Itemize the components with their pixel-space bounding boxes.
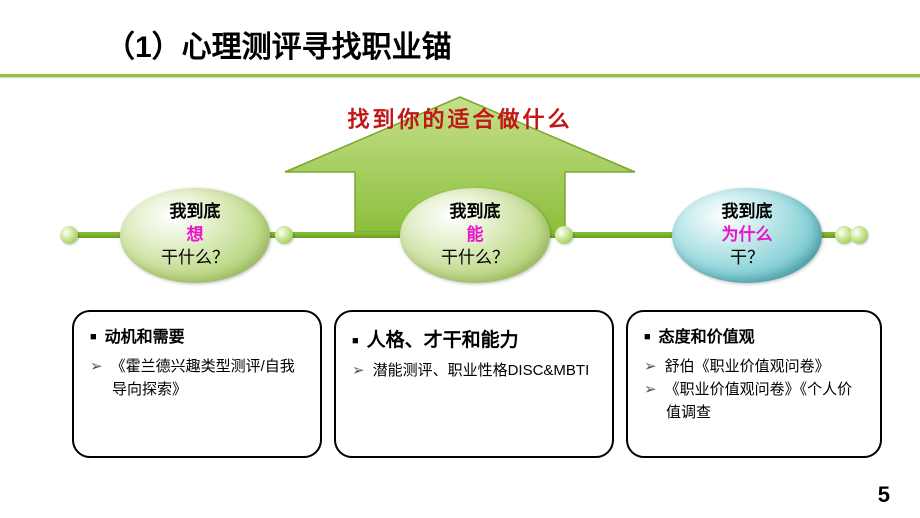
connector-point-2 <box>555 226 573 244</box>
question-node-2: 我到底为什么干？ <box>672 188 822 283</box>
node-line1: 我到底 <box>722 201 773 224</box>
connector-point-1 <box>275 226 293 244</box>
node-line1: 我到底 <box>170 201 221 224</box>
question-node-1: 我到底能干什么？ <box>400 188 550 283</box>
box-heading: 态度和价值观 <box>644 326 864 351</box>
box-item-0: 舒伯《职业价值观问卷》 <box>644 355 864 378</box>
box-heading: 动机和需要 <box>90 326 304 351</box>
page-number: 5 <box>878 482 890 508</box>
box-heading: 人格、才干和能力 <box>352 326 596 355</box>
node-line2: 想 <box>187 224 204 247</box>
question-node-0: 我到底想干什么？ <box>120 188 270 283</box>
title-underline-shadow <box>0 77 920 78</box>
node-line2: 为什么 <box>722 224 773 247</box>
node-line3: 干？ <box>730 247 764 270</box>
box-item-1: 《职业价值观问卷》《个人价值调查 <box>644 378 864 425</box>
node-line2: 能 <box>467 224 484 247</box>
box-item-0: 《霍兰德兴趣类型测评/自我导向探索》 <box>90 355 304 402</box>
info-box-0: 动机和需要《霍兰德兴趣类型测评/自我导向探索》 <box>72 310 322 458</box>
info-box-1: 人格、才干和能力潜能测评、职业性格DISC&MBTI <box>334 310 614 458</box>
connector-point-0 <box>60 226 78 244</box>
node-line3: 干什么？ <box>161 247 229 270</box>
info-box-2: 态度和价值观舒伯《职业价值观问卷》《职业价值观问卷》《个人价值调查 <box>626 310 882 458</box>
node-line3: 干什么？ <box>441 247 509 270</box>
connector-point-4 <box>850 226 868 244</box>
slide-title: （1）心理测评寻找职业锚 <box>105 22 452 66</box>
node-line1: 我到底 <box>450 201 501 224</box>
box-item-0: 潜能测评、职业性格DISC&MBTI <box>352 359 596 382</box>
arrow-caption: 找到你的适合做什么 <box>280 102 640 142</box>
